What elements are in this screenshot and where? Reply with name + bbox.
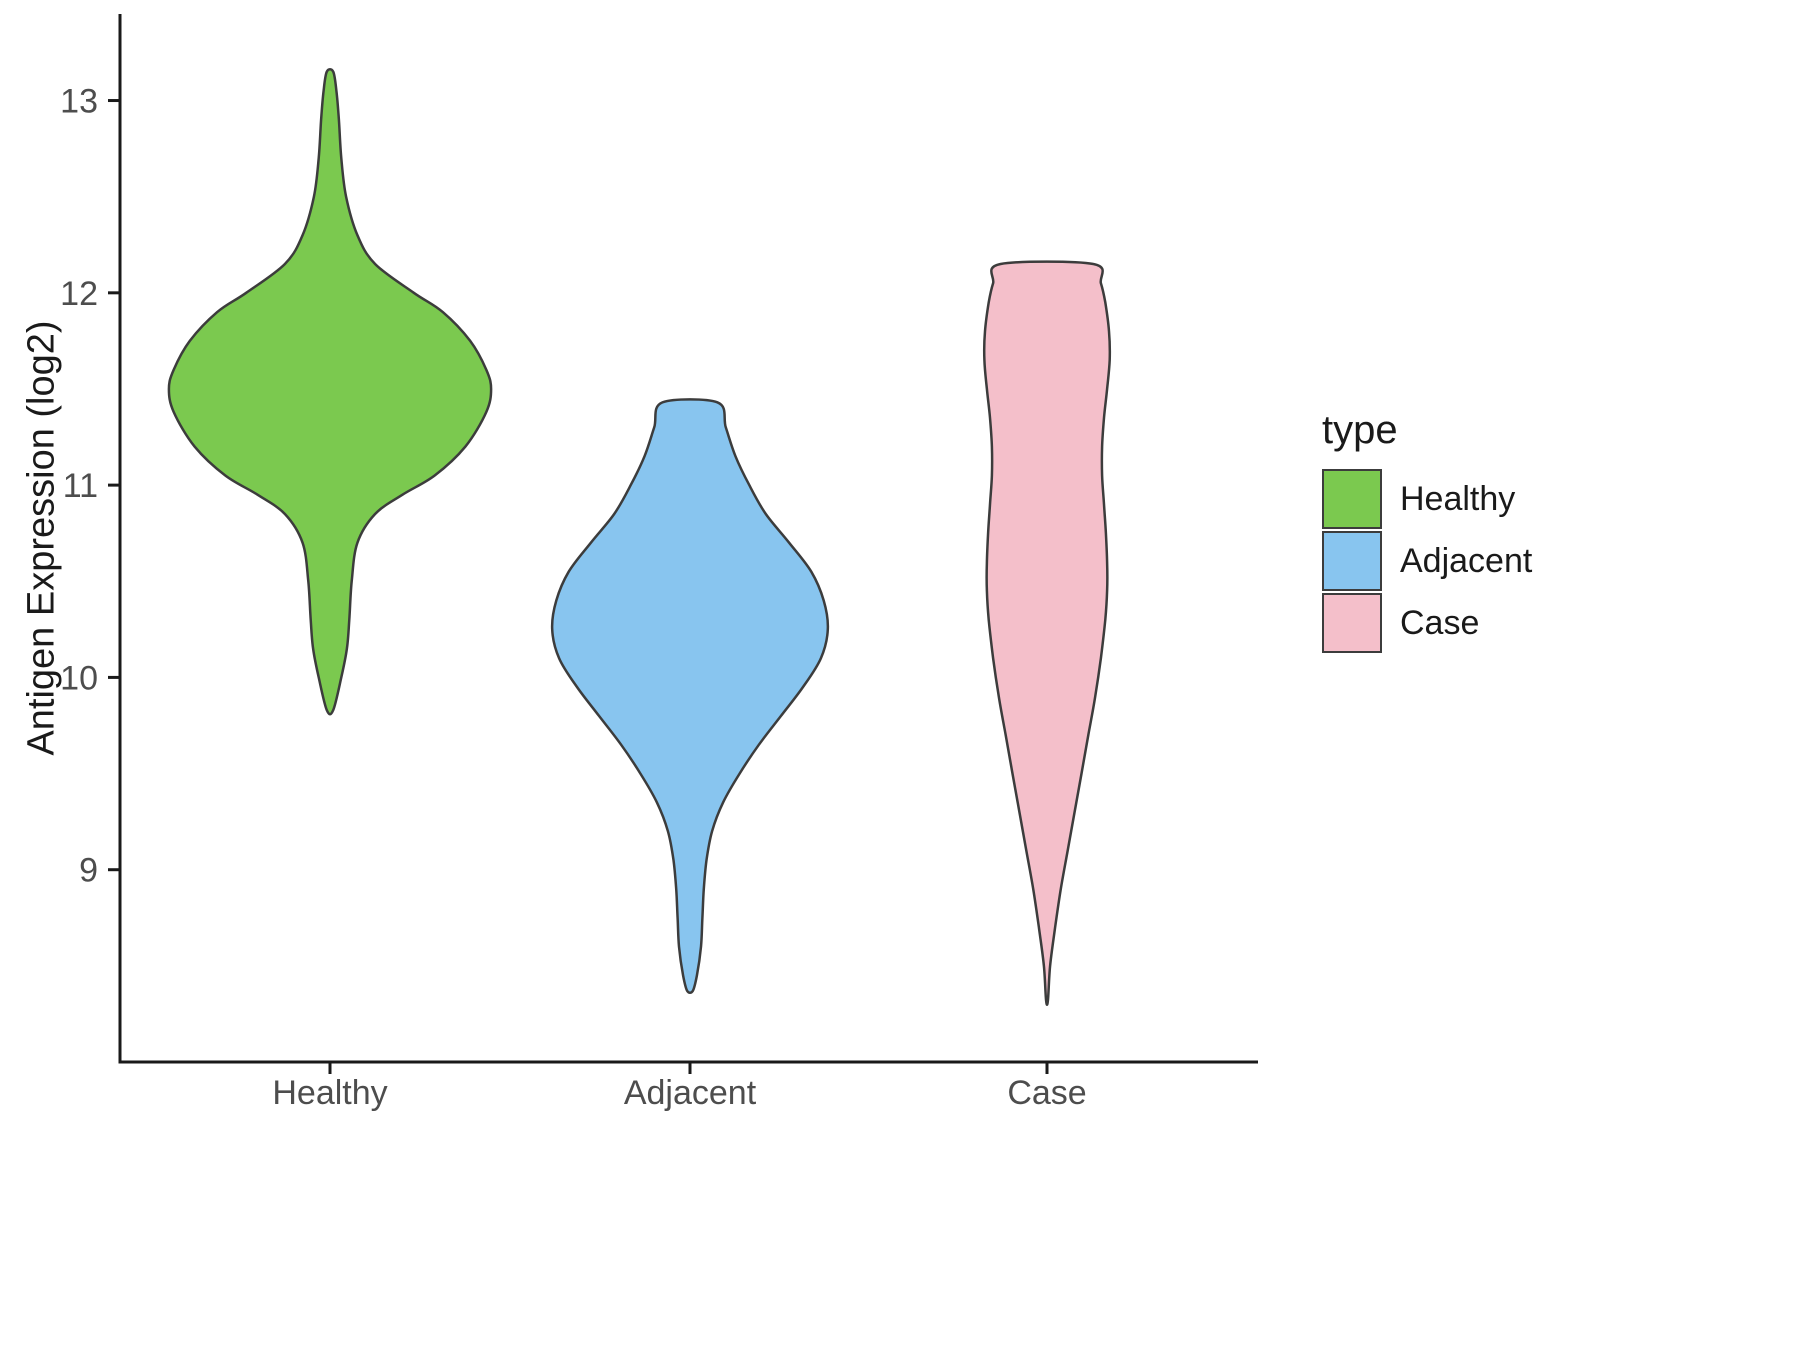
legend-swatch-healthy (1322, 469, 1382, 529)
legend-item-case: Case (1322, 593, 1532, 653)
y-tick-label: 11 (63, 467, 98, 505)
legend-title: type (1322, 408, 1398, 452)
x-axis-label-adjacent: Adjacent (623, 1074, 757, 1112)
y-tick-label: 13 (60, 83, 98, 121)
violin-adjacent (550, 398, 830, 995)
legend-label-healthy: Healthy (1400, 479, 1516, 518)
y-tick-label: 12 (60, 275, 98, 313)
y-tick-label: 10 (60, 659, 98, 697)
violin-case (982, 260, 1112, 1007)
legend-label-adjacent: Adjacent (1400, 541, 1533, 580)
x-axis-label-healthy: Healthy (272, 1074, 388, 1112)
legend-swatch-adjacent (1322, 531, 1382, 591)
legend-label-case: Case (1400, 603, 1480, 642)
violin-healthy (167, 68, 493, 716)
legend-item-healthy: Healthy (1322, 469, 1532, 529)
legend: type Healthy Adjacent Case (1322, 408, 1532, 655)
x-axis-label-case: Case (1007, 1074, 1087, 1112)
y-tick-label: 9 (79, 852, 98, 890)
legend-item-adjacent: Adjacent (1322, 531, 1532, 591)
legend-swatch-case (1322, 593, 1382, 653)
y-axis-title: Antigen Expression (log2) (20, 320, 63, 756)
